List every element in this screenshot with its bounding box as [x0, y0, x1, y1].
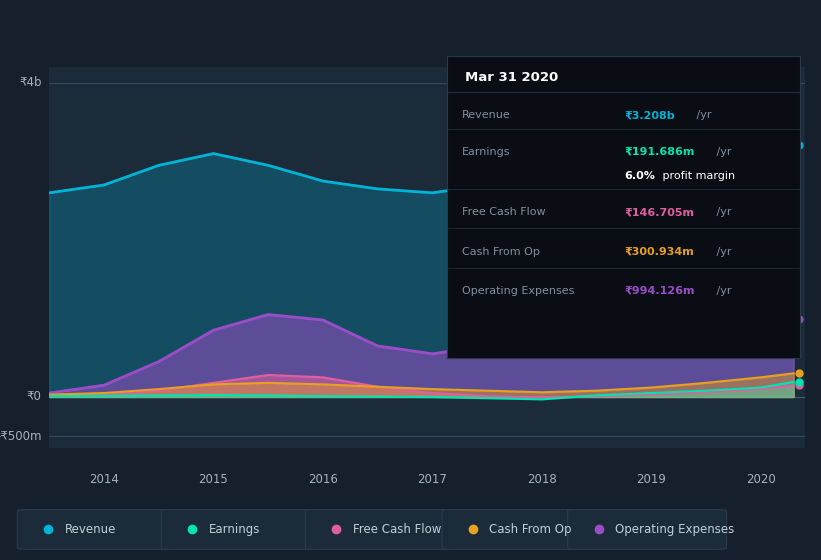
Text: Free Cash Flow: Free Cash Flow [353, 522, 441, 536]
Text: Operating Expenses: Operating Expenses [615, 522, 734, 536]
Text: /yr: /yr [713, 207, 732, 217]
Text: Earnings: Earnings [209, 522, 260, 536]
Text: 2019: 2019 [636, 473, 667, 486]
Text: 2020: 2020 [746, 473, 776, 486]
Text: ₹146.705m: ₹146.705m [624, 207, 694, 217]
Text: Cash From Op: Cash From Op [489, 522, 572, 536]
Text: /yr: /yr [693, 110, 712, 120]
Text: ₹300.934m: ₹300.934m [624, 246, 694, 256]
FancyBboxPatch shape [568, 510, 727, 549]
Text: Operating Expenses: Operating Expenses [461, 286, 574, 296]
Text: profit margin: profit margin [659, 171, 736, 181]
Text: ₹994.126m: ₹994.126m [624, 286, 695, 296]
Text: -₹500m: -₹500m [0, 430, 42, 443]
FancyBboxPatch shape [17, 510, 177, 549]
Text: /yr: /yr [713, 147, 732, 157]
Text: 6.0%: 6.0% [624, 171, 655, 181]
Text: Mar 31 2020: Mar 31 2020 [466, 71, 558, 84]
Text: 2017: 2017 [417, 473, 447, 486]
Text: /yr: /yr [713, 246, 732, 256]
Text: 2014: 2014 [89, 473, 119, 486]
Text: /yr: /yr [713, 286, 732, 296]
Text: Revenue: Revenue [65, 522, 116, 536]
Text: ₹191.686m: ₹191.686m [624, 147, 695, 157]
Text: 2015: 2015 [199, 473, 228, 486]
FancyBboxPatch shape [162, 510, 320, 549]
Text: ₹4b: ₹4b [19, 76, 42, 90]
Text: Revenue: Revenue [461, 110, 511, 120]
Text: 2018: 2018 [527, 473, 557, 486]
Text: Cash From Op: Cash From Op [461, 246, 539, 256]
FancyBboxPatch shape [305, 510, 465, 549]
Text: Free Cash Flow: Free Cash Flow [461, 207, 545, 217]
Text: ₹0: ₹0 [27, 390, 42, 403]
Text: 2016: 2016 [308, 473, 338, 486]
FancyBboxPatch shape [442, 510, 601, 549]
Text: ₹3.208b: ₹3.208b [624, 110, 675, 120]
Text: Earnings: Earnings [461, 147, 510, 157]
